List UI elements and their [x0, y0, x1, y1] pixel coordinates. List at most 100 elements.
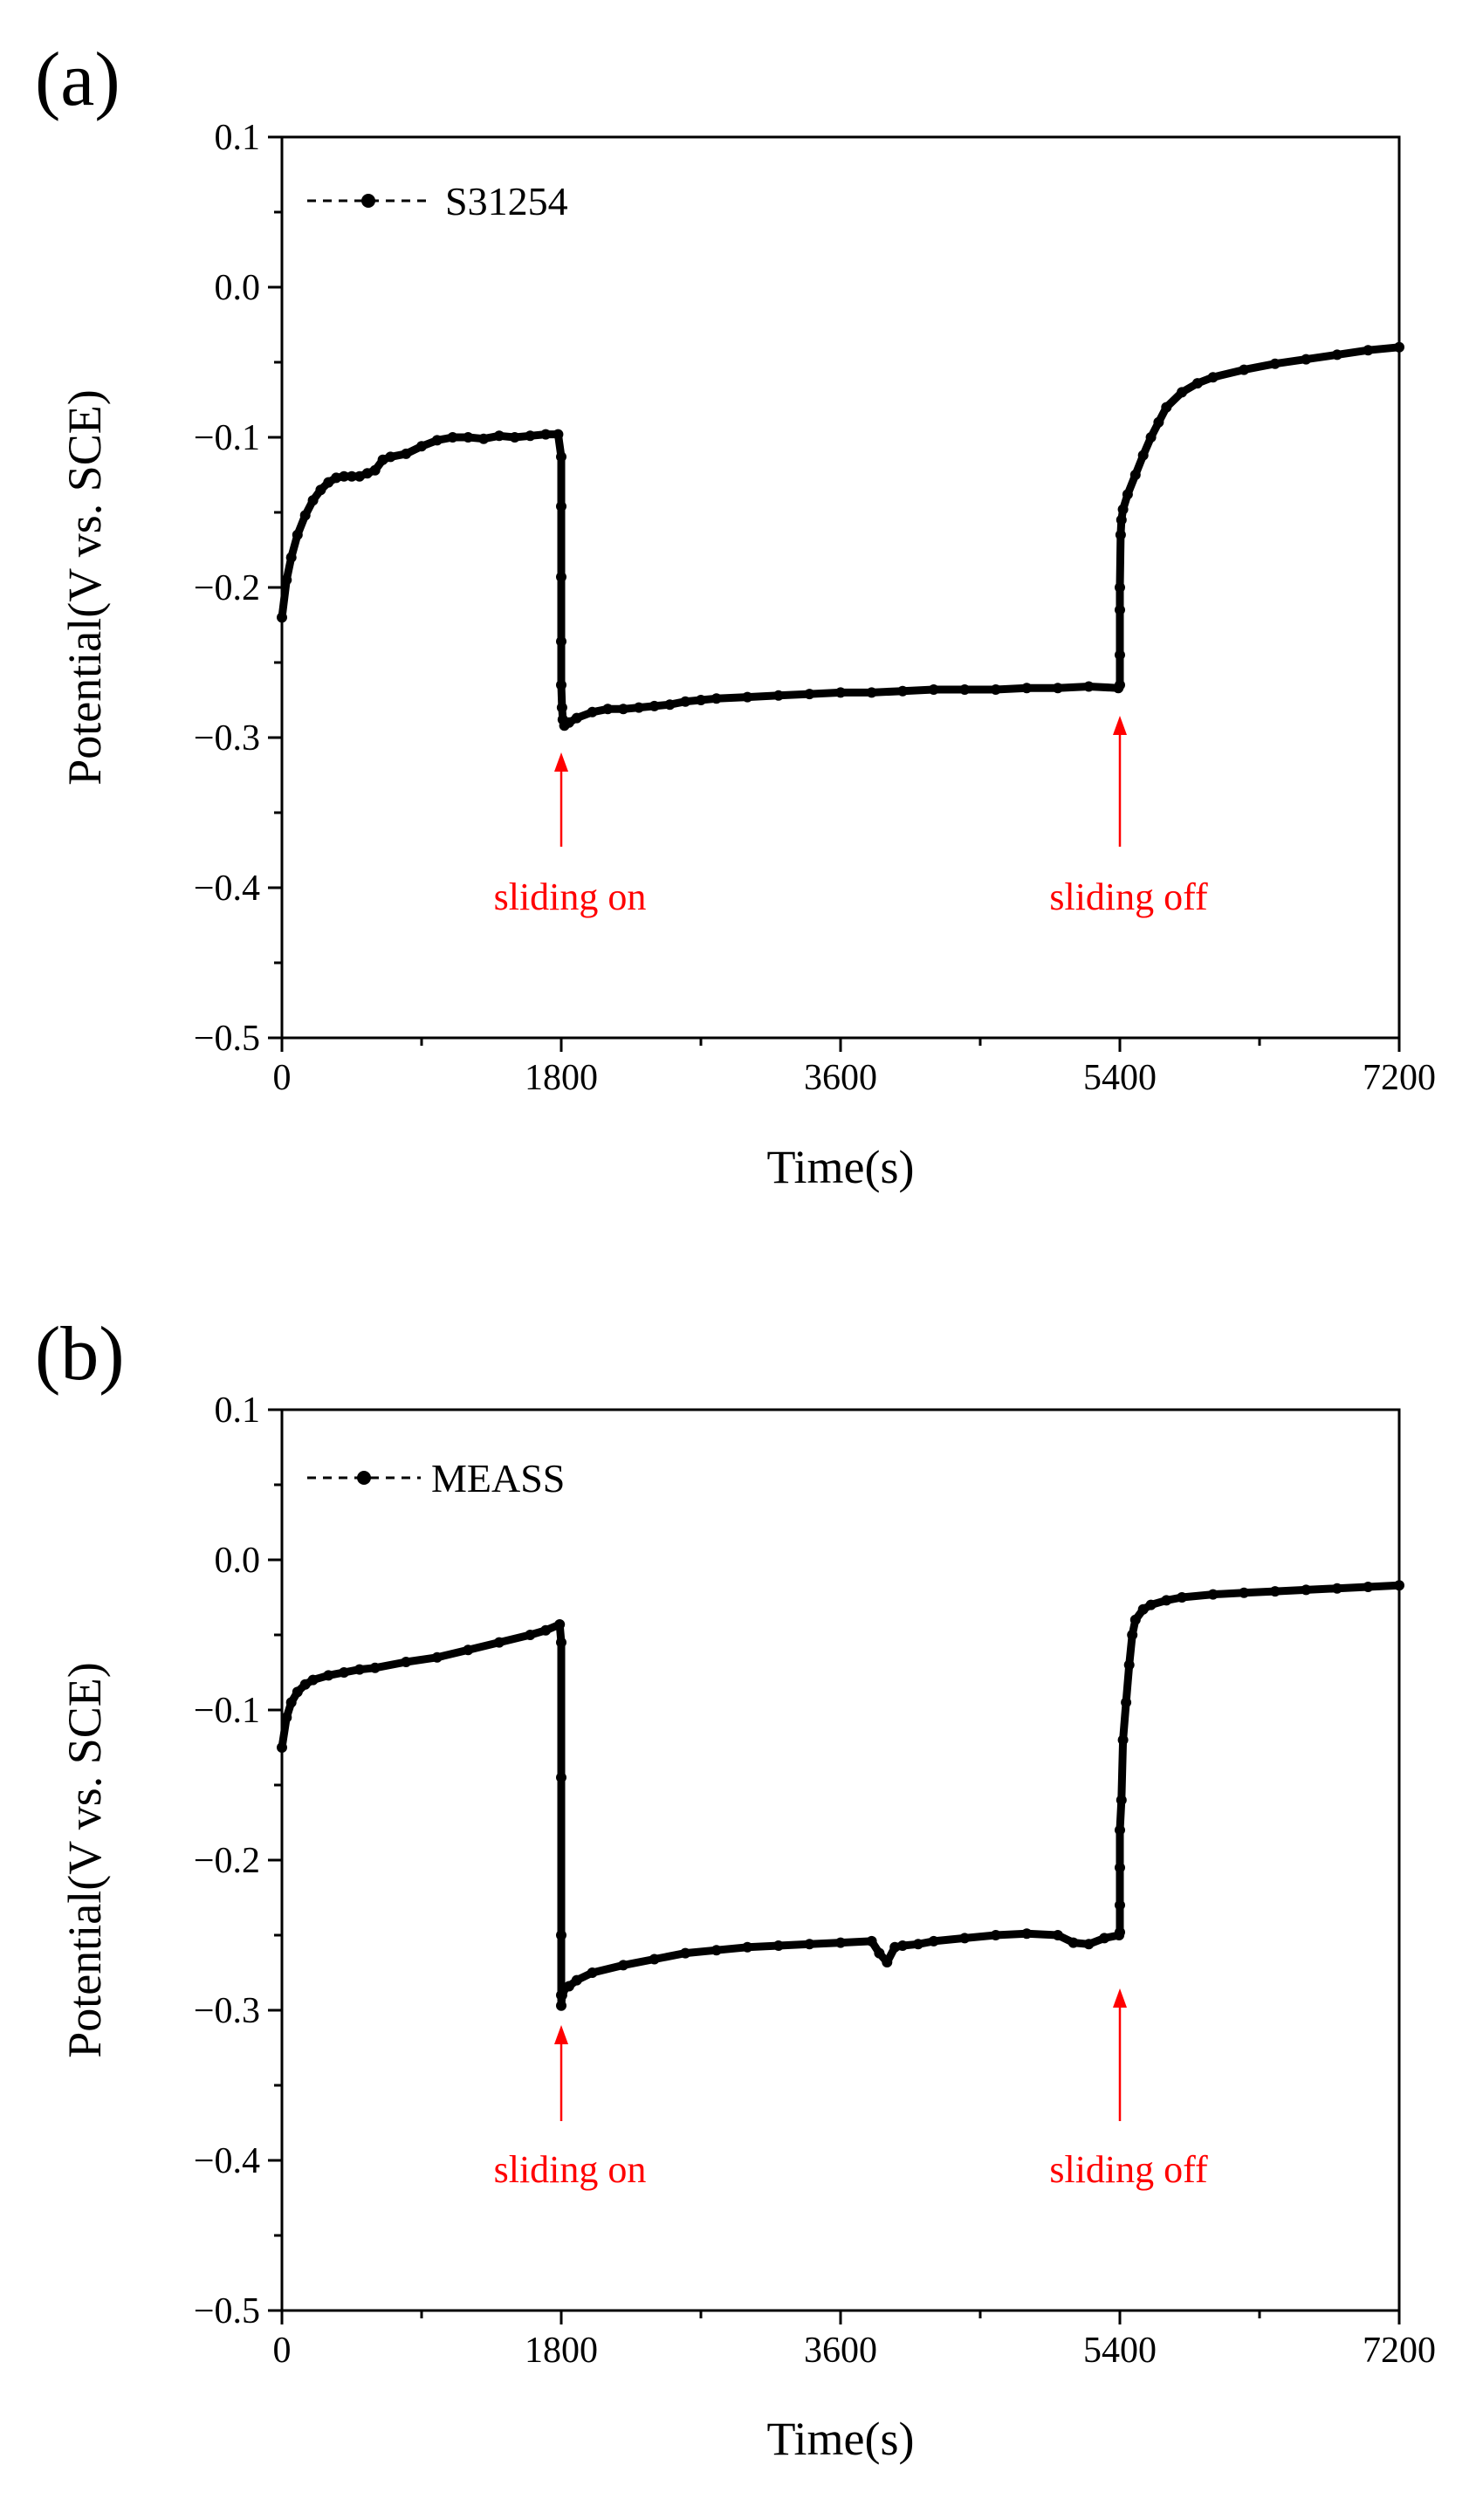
data-point	[1145, 432, 1157, 443]
data-point	[556, 679, 566, 690]
x-axis-title: Time(s)	[766, 2413, 914, 2465]
data-point	[553, 429, 564, 440]
annotation-sliding-on: sliding on	[494, 752, 646, 918]
legend: MEASS	[307, 1456, 565, 1500]
data-point	[1115, 679, 1125, 690]
x-tick-label: 1800	[525, 1058, 598, 1098]
data-point	[897, 1940, 909, 1951]
data-point	[1116, 514, 1127, 525]
y-tick-label: 0.0	[215, 268, 261, 308]
series-layer	[277, 1580, 1404, 2011]
y-tick-labels: 0.1 0.0 −0.1 −0.2 −0.3 −0.4 −0.5	[194, 118, 260, 1059]
data-point	[633, 702, 644, 713]
data-point	[1129, 1614, 1141, 1625]
data-point	[1239, 364, 1250, 375]
data-point	[882, 1957, 893, 1967]
data-point	[1115, 649, 1125, 661]
y-axis-title: Potential(V vs. SCE)	[58, 1662, 111, 2058]
data-point	[1207, 372, 1219, 383]
plot-frame	[280, 1408, 1401, 2312]
data-point	[680, 1947, 691, 1959]
data-point	[323, 1670, 334, 1681]
y-tick-label: −0.5	[194, 2291, 260, 2331]
annotation-sliding-off: sliding off	[1049, 716, 1208, 918]
data-point	[711, 1945, 722, 1956]
data-point	[1099, 1933, 1110, 1944]
data-point	[447, 432, 458, 443]
annotation-label: sliding off	[1049, 2148, 1208, 2191]
data-point	[339, 470, 350, 482]
data-point	[331, 472, 342, 484]
data-point	[509, 432, 520, 443]
annotation-sliding-off: sliding off	[1049, 1988, 1208, 2191]
annotation-arrowhead	[554, 2025, 568, 2044]
data-point	[804, 689, 815, 700]
data-point	[1301, 1584, 1312, 1596]
data-point	[1207, 1589, 1219, 1600]
data-point	[1117, 504, 1129, 515]
data-point	[835, 1937, 846, 1948]
data-point	[556, 501, 566, 512]
data-point	[742, 1941, 753, 1953]
data-point	[1117, 1734, 1129, 1746]
x-tick-label: 5400	[1083, 2331, 1157, 2371]
data-point	[281, 574, 292, 586]
data-point	[463, 432, 474, 443]
data-point	[1394, 341, 1404, 353]
data-point	[1115, 604, 1125, 615]
legend-label: MEASS	[431, 1456, 565, 1500]
data-point	[1115, 529, 1126, 540]
y-tick-label: 0.1	[215, 1390, 261, 1431]
data-point	[431, 435, 443, 446]
data-point	[292, 1686, 303, 1698]
data-point	[416, 441, 427, 452]
y-tick-label: 0.1	[215, 118, 261, 158]
data-point	[556, 572, 566, 582]
data-point	[556, 635, 566, 647]
chart-panel-a: (a) 0.1 0.0 −0.1 −0.2 −0.3 −0.4 −0.5 0 1…	[35, 38, 1436, 1193]
data-point	[1363, 345, 1374, 356]
data-point	[889, 1941, 901, 1953]
y-tick-label: −0.5	[194, 1019, 260, 1059]
data-point	[1363, 1582, 1374, 1592]
x-axis-title: Time(s)	[766, 1141, 914, 1193]
y-tick-label: −0.3	[194, 1991, 260, 2031]
x-tick-label: 1800	[525, 2331, 598, 2371]
data-point	[618, 704, 629, 715]
data-point	[1177, 1592, 1188, 1603]
data-point	[1239, 1587, 1250, 1598]
data-point	[649, 700, 660, 711]
panel-label: (a)	[35, 38, 120, 122]
data-point	[556, 702, 567, 713]
data-point	[1269, 358, 1280, 369]
y-tick-label: −0.3	[194, 718, 260, 759]
data-point	[493, 1637, 505, 1648]
data-point	[1191, 378, 1203, 389]
data-point	[556, 2000, 566, 2011]
y-tick-label: −0.2	[194, 1841, 260, 1881]
data-point	[649, 1954, 660, 1965]
data-point	[1145, 1599, 1157, 1610]
data-point	[299, 1679, 311, 1690]
data-point	[897, 685, 909, 697]
data-point	[401, 448, 412, 459]
x-tick-label: 5400	[1083, 1058, 1157, 1098]
data-point	[1153, 416, 1164, 428]
tick-marks	[268, 1408, 1401, 2324]
data-point	[307, 1674, 319, 1686]
data-point	[772, 1940, 784, 1951]
legend-label: S31254	[445, 179, 568, 223]
x-tick-label: 3600	[804, 2331, 877, 2371]
data-point	[1137, 450, 1149, 461]
series-line	[278, 343, 1404, 730]
annotation-label: sliding off	[1049, 875, 1208, 918]
data-point	[1122, 489, 1133, 500]
legend-marker	[357, 1471, 371, 1485]
data-point	[912, 1939, 923, 1950]
data-point	[1161, 1595, 1172, 1606]
data-point	[354, 1664, 365, 1675]
data-point	[307, 495, 319, 506]
data-point	[347, 470, 357, 482]
data-point	[1116, 1795, 1127, 1806]
